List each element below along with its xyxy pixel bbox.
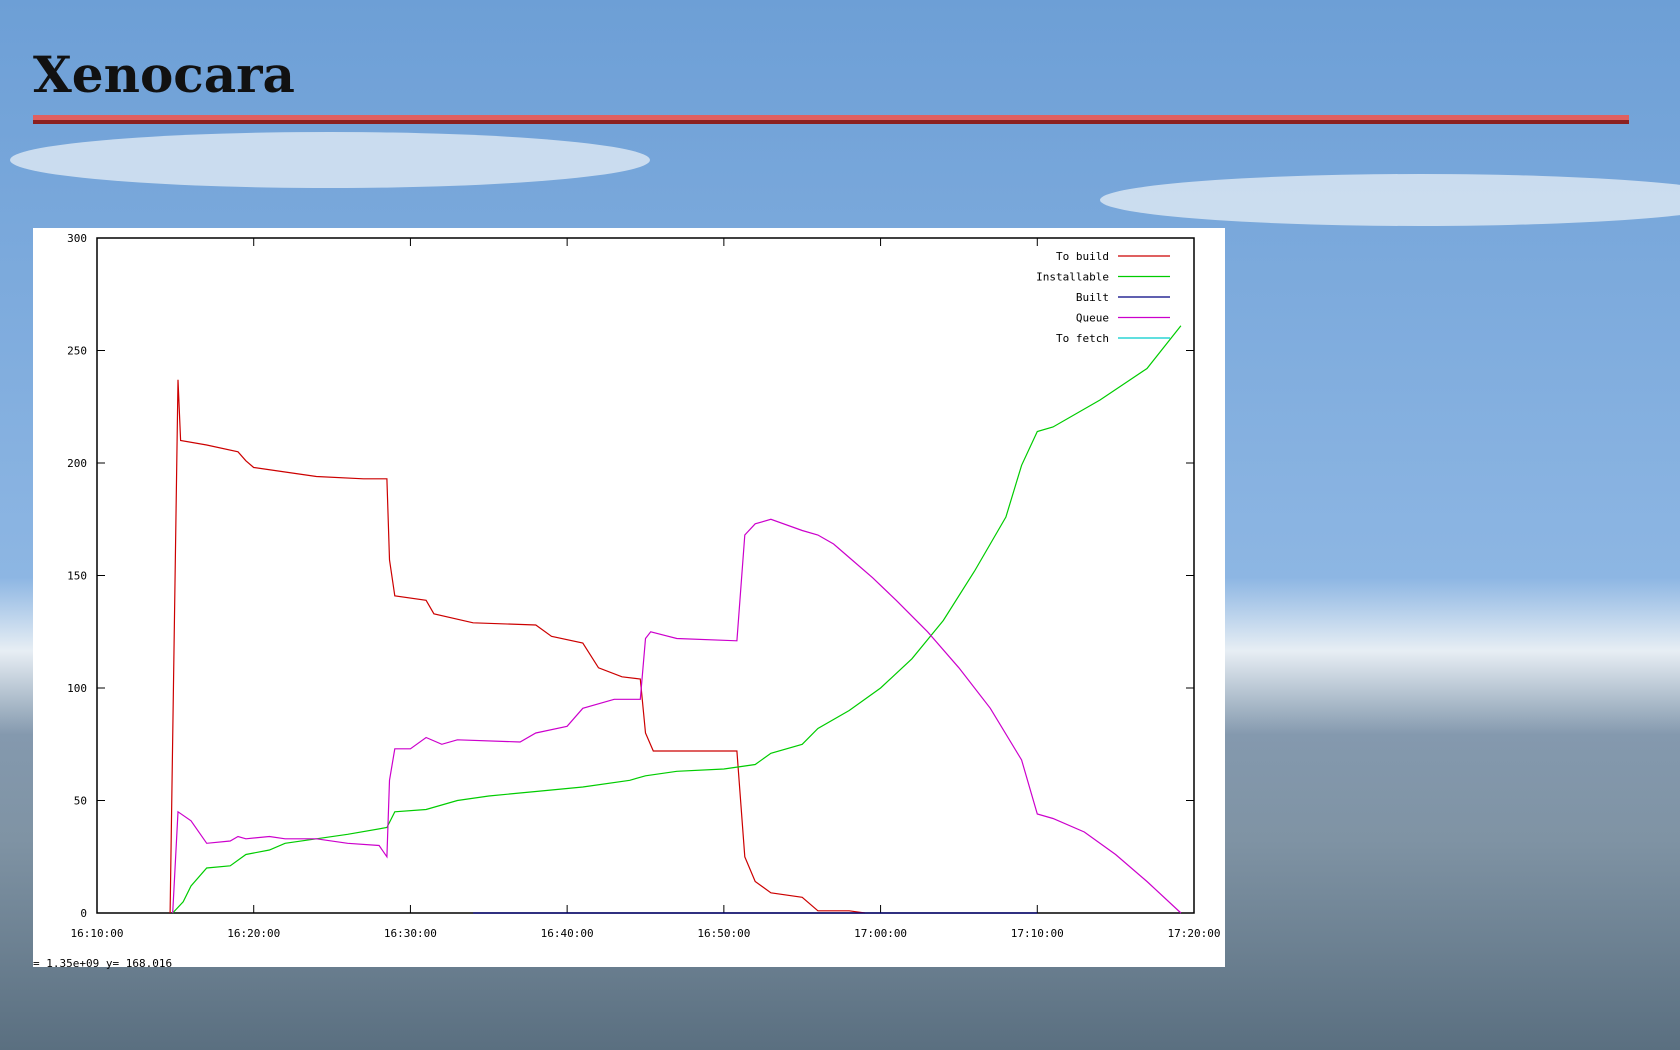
y-tick-label: 200 (67, 457, 87, 470)
legend-label: Queue (1076, 312, 1109, 325)
slide-title: Xenocara (33, 45, 295, 104)
y-tick-label: 250 (67, 345, 87, 358)
title-rule (33, 120, 1629, 124)
legend-label: Built (1076, 291, 1109, 304)
y-tick-label: 100 (67, 682, 87, 695)
cloud (1100, 174, 1680, 226)
x-tick-label: 16:20:00 (227, 927, 280, 940)
status-text: = 1.35e+09 y= 168.016 (33, 957, 172, 970)
y-tick-label: 50 (74, 795, 87, 808)
x-tick-label: 16:40:00 (541, 927, 594, 940)
x-tick-label: 17:00:00 (854, 927, 907, 940)
y-tick-label: 0 (80, 907, 87, 920)
cloud (10, 132, 650, 188)
series-line (172, 518, 1182, 914)
y-tick-label: 150 (67, 570, 87, 583)
x-tick-label: 17:20:00 (1168, 927, 1221, 940)
x-tick-label: 17:10:00 (1011, 927, 1064, 940)
x-tick-label: 16:50:00 (697, 927, 750, 940)
series-line (172, 325, 1182, 914)
series-line (169, 379, 865, 914)
chart-panel (33, 228, 1225, 967)
legend-label: To fetch (1056, 332, 1109, 345)
legend-label: To build (1056, 250, 1109, 263)
legend-label: Installable (1036, 271, 1109, 284)
x-tick-label: 16:10:00 (71, 927, 124, 940)
title-rule (33, 115, 1629, 120)
y-tick-label: 300 (67, 232, 87, 245)
x-tick-label: 16:30:00 (384, 927, 437, 940)
